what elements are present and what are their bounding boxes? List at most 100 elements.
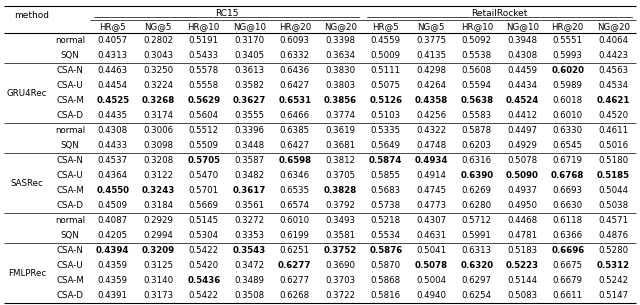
Text: 0.6545: 0.6545 [553, 141, 583, 150]
Text: 0.5608: 0.5608 [461, 66, 492, 75]
Text: 0.5103: 0.5103 [371, 111, 401, 120]
Text: 0.4358: 0.4358 [415, 96, 448, 105]
Text: 0.4264: 0.4264 [416, 81, 446, 90]
Text: 0.6679: 0.6679 [553, 276, 583, 285]
Text: 0.2929: 0.2929 [143, 216, 173, 225]
Text: CSA-N: CSA-N [56, 156, 83, 165]
Text: 0.5111: 0.5111 [371, 66, 401, 75]
Text: GRU4Rec: GRU4Rec [7, 88, 47, 98]
Text: 0.4929: 0.4929 [508, 141, 537, 150]
Text: 0.5738: 0.5738 [371, 201, 401, 210]
Text: 0.4322: 0.4322 [416, 126, 446, 135]
Text: 0.5470: 0.5470 [189, 171, 219, 180]
Text: 0.5705: 0.5705 [188, 156, 220, 165]
Text: 0.5433: 0.5433 [189, 51, 219, 60]
Text: 0.6118: 0.6118 [553, 216, 583, 225]
Text: 0.6268: 0.6268 [280, 291, 310, 300]
Text: 0.3619: 0.3619 [325, 126, 355, 135]
Text: NG@20: NG@20 [324, 22, 356, 31]
Text: 0.4256: 0.4256 [416, 111, 446, 120]
Text: 0.6269: 0.6269 [461, 186, 492, 195]
Text: 0.5594: 0.5594 [461, 81, 492, 90]
Text: 0.5878: 0.5878 [461, 126, 492, 135]
Text: 0.6693: 0.6693 [553, 186, 583, 195]
Text: 0.3681: 0.3681 [325, 141, 355, 150]
Text: 0.5038: 0.5038 [598, 201, 628, 210]
Text: 0.4459: 0.4459 [508, 66, 537, 75]
Text: 0.5578: 0.5578 [189, 66, 219, 75]
Text: 0.3775: 0.3775 [416, 36, 446, 45]
Text: 0.4463: 0.4463 [98, 66, 128, 75]
Text: 0.5422: 0.5422 [189, 291, 219, 300]
Text: 0.6675: 0.6675 [553, 261, 583, 270]
Text: HR@10: HR@10 [188, 22, 220, 31]
Text: normal: normal [55, 36, 85, 45]
Text: 0.4308: 0.4308 [98, 126, 128, 135]
Text: 0.4509: 0.4509 [98, 201, 128, 210]
Text: CSA-U: CSA-U [56, 171, 83, 180]
Text: 0.3243: 0.3243 [141, 186, 175, 195]
Text: 0.3587: 0.3587 [234, 156, 264, 165]
Text: 0.5629: 0.5629 [187, 96, 220, 105]
Text: 0.3489: 0.3489 [234, 276, 264, 285]
Text: 0.6598: 0.6598 [278, 156, 311, 165]
Text: 0.5855: 0.5855 [371, 171, 401, 180]
Text: 0.6535: 0.6535 [280, 186, 310, 195]
Text: 0.5989: 0.5989 [553, 81, 582, 90]
Text: RetailRocket: RetailRocket [471, 9, 528, 17]
Text: 0.6280: 0.6280 [461, 201, 492, 210]
Text: 0.4534: 0.4534 [598, 81, 628, 90]
Text: 0.5991: 0.5991 [462, 231, 492, 240]
Text: 0.3582: 0.3582 [234, 81, 264, 90]
Text: 0.3627: 0.3627 [232, 96, 266, 105]
Text: 0.3184: 0.3184 [143, 201, 173, 210]
Text: 0.2802: 0.2802 [143, 36, 173, 45]
Text: 0.3493: 0.3493 [325, 216, 355, 225]
Text: 0.5874: 0.5874 [369, 156, 403, 165]
Text: 0.4308: 0.4308 [507, 51, 538, 60]
Text: 0.5712: 0.5712 [461, 216, 492, 225]
Text: 0.5009: 0.5009 [371, 51, 401, 60]
Text: 0.6277: 0.6277 [280, 276, 310, 285]
Text: 0.6316: 0.6316 [461, 156, 492, 165]
Text: 0.3830: 0.3830 [325, 66, 355, 75]
Text: 0.3174: 0.3174 [143, 111, 173, 120]
Text: RC15: RC15 [215, 9, 238, 17]
Text: 0.3043: 0.3043 [143, 51, 173, 60]
Text: CSA-U: CSA-U [56, 261, 83, 270]
Text: NG@10: NG@10 [506, 22, 539, 31]
Text: 0.4914: 0.4914 [416, 171, 446, 180]
Text: 0.6093: 0.6093 [280, 36, 310, 45]
Text: 0.5145: 0.5145 [189, 216, 219, 225]
Text: 0.4631: 0.4631 [416, 231, 446, 240]
Text: 0.6010: 0.6010 [280, 216, 310, 225]
Text: 0.5280: 0.5280 [598, 246, 628, 255]
Text: 0.6313: 0.6313 [461, 246, 492, 255]
Text: 0.3561: 0.3561 [234, 201, 264, 210]
Text: HR@20: HR@20 [552, 22, 584, 31]
Text: 0.4520: 0.4520 [598, 111, 628, 120]
Text: 0.3396: 0.3396 [234, 126, 264, 135]
Text: 0.4745: 0.4745 [416, 186, 446, 195]
Text: NG@20: NG@20 [596, 22, 630, 31]
Text: 0.3752: 0.3752 [324, 246, 357, 255]
Text: 0.4412: 0.4412 [507, 111, 538, 120]
Text: 0.4307: 0.4307 [416, 216, 446, 225]
Text: HR@20: HR@20 [278, 22, 311, 31]
Text: 0.3613: 0.3613 [234, 66, 264, 75]
Text: SQN: SQN [61, 51, 79, 60]
Text: 0.4559: 0.4559 [371, 36, 401, 45]
Text: CSA-N: CSA-N [56, 66, 83, 75]
Text: CSA-D: CSA-D [56, 111, 83, 120]
Text: 0.4434: 0.4434 [507, 81, 538, 90]
Text: 0.6611: 0.6611 [553, 291, 583, 300]
Text: 0.3140: 0.3140 [143, 276, 173, 285]
Text: 0.6768: 0.6768 [551, 171, 584, 180]
Text: 0.6346: 0.6346 [280, 171, 310, 180]
Text: 0.5092: 0.5092 [461, 36, 492, 45]
Text: 0.6696: 0.6696 [551, 246, 584, 255]
Text: 0.5218: 0.5218 [371, 216, 401, 225]
Text: 0.5016: 0.5016 [598, 141, 628, 150]
Text: 0.5180: 0.5180 [598, 156, 628, 165]
Text: 0.4435: 0.4435 [98, 111, 128, 120]
